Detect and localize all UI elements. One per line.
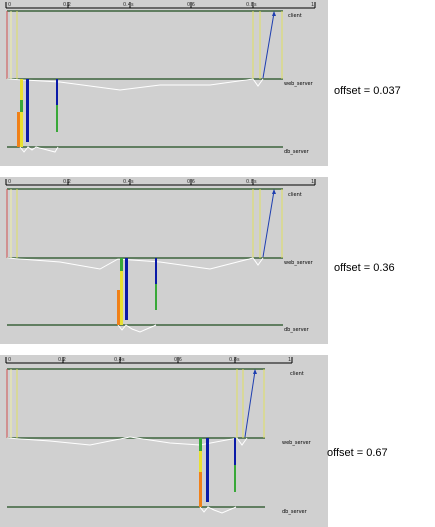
tick-label: 0.6 (174, 357, 182, 363)
tick-label: 1 (311, 2, 314, 8)
orange-bar (17, 112, 20, 147)
request-arrow (262, 12, 275, 79)
orange-bar (117, 290, 120, 325)
green-bar-thin (56, 105, 58, 132)
timeline-svg-1: 0 0.2 0.4s 0.6 0.8s 1 client web_server … (5, 2, 316, 155)
lane-label-db-server: db_server (284, 149, 310, 155)
tick-label: 0.8s (246, 2, 257, 8)
blue-bar (206, 438, 209, 502)
request-arrow (262, 190, 275, 258)
orange-bar (199, 472, 202, 507)
green-bar-thin (234, 465, 236, 492)
lane-label-client: client (288, 192, 302, 198)
ruler-ticks: 0 0.2 0.4s 0.6 0.8s 1 (5, 357, 293, 363)
lane-label-web-server: web_server (284, 260, 314, 266)
tick-label: 0.4s (114, 357, 125, 363)
tick-label: 0 (8, 2, 11, 8)
blue-bar (125, 258, 128, 320)
offset-label-2: offset = 0.36 (334, 262, 395, 274)
timeline-svg-3: 0 0.2 0.4s 0.6 0.8s 1 client web_server … (5, 357, 312, 515)
request-arrow (244, 370, 256, 438)
timeline-panel-3: 0 0.2 0.4s 0.6 0.8s 1 client web_server … (0, 355, 328, 527)
tick-label: 1 (311, 179, 314, 185)
tick-label: 0.6 (187, 179, 195, 185)
green-bar-thin (155, 284, 157, 310)
ruler-ticks: 0 0.2 0.4s 0.6 0.8s 1 (5, 179, 316, 185)
lane-label-client: client (290, 371, 304, 377)
tick-label: 0.6 (187, 2, 195, 8)
yellow-bar (120, 258, 123, 325)
lane-label-db-server: db_server (284, 327, 310, 333)
tick-label: 0 (8, 179, 11, 185)
yellow-bar (20, 79, 23, 147)
timeline-panel-1: 0 0.2 0.4s 0.6 0.8s 1 client web_server … (0, 0, 328, 166)
green-bar (120, 258, 123, 271)
green-bar (20, 100, 23, 112)
tick-label: 0 (8, 357, 11, 363)
tick-label: 0.2 (58, 357, 66, 363)
lane-label-client: client (288, 13, 302, 19)
blue-bar-thin (234, 438, 236, 465)
tick-label: 0.4s (123, 2, 134, 8)
blue-bar (26, 79, 29, 142)
tick-label: 0.8s (246, 179, 257, 185)
offset-label-3: offset = 0.67 (327, 447, 388, 459)
lane-label-db-server: db_server (282, 509, 308, 515)
lane-label-web-server: web_server (284, 81, 314, 87)
tick-label: 0.4s (123, 179, 134, 185)
offset-label-1: offset = 0.037 (334, 85, 401, 97)
timeline-panel-2: 0 0.2 0.4s 0.6 0.8s 1 client web_server … (0, 177, 328, 344)
tick-label: 1 (288, 357, 291, 363)
lane-label-web-server: web_server (282, 440, 312, 446)
tick-label: 0.2 (63, 179, 71, 185)
ruler-ticks: 0 0.2 0.4s 0.6 0.8s 1 (5, 2, 316, 8)
timeline-svg-2: 0 0.2 0.4s 0.6 0.8s 1 client web_server … (5, 179, 316, 333)
yellow-bar (199, 438, 202, 472)
blue-bar-thin (56, 79, 58, 105)
tick-label: 0.2 (63, 2, 71, 8)
blue-bar-thin (155, 258, 157, 284)
tick-label: 0.8s (229, 357, 240, 363)
green-bar (199, 438, 202, 451)
